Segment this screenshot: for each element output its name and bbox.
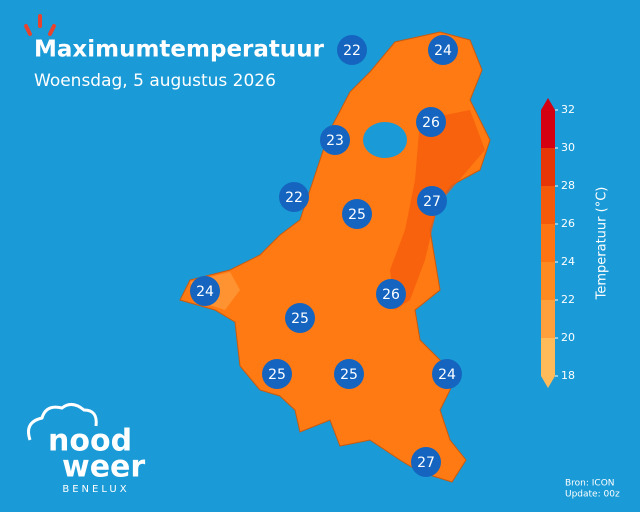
- marker-value: 24: [196, 284, 214, 300]
- marker: [432, 359, 462, 389]
- subtitle: Woensdag, 5 augustus 2026: [34, 71, 276, 91]
- marker: [342, 199, 372, 229]
- source-model: Bron: ICON: [565, 479, 615, 489]
- marker-value: 27: [417, 455, 435, 471]
- colorbar-segment: [541, 148, 555, 186]
- marker-value: 22: [343, 43, 361, 59]
- colorbar-tick-label: 22: [561, 293, 575, 306]
- marker: [279, 182, 309, 212]
- colorbar-segment: [541, 110, 555, 148]
- colorbar-tick-label: 32: [561, 103, 575, 116]
- marker-value: 23: [326, 133, 344, 149]
- markers: 22 24 26 23 22 25 27 24 26 25 25 25 24 27: [190, 35, 462, 477]
- marker: [334, 359, 364, 389]
- marker-value: 24: [434, 43, 452, 59]
- title: Maximumtemperatuur: [34, 37, 325, 63]
- marker-value: 26: [422, 115, 440, 131]
- colorbar-segment: [541, 338, 555, 376]
- logo-word1: nood: [48, 424, 132, 459]
- colorbar-label: Temperatuur (°C): [595, 187, 610, 301]
- colorbar-end-low: [541, 376, 555, 388]
- marker-value: 25: [348, 207, 366, 223]
- marker-value: 26: [382, 287, 400, 303]
- colorbar: 18 20 22 24 26 28 30 32: [541, 98, 575, 388]
- logo-cloud: [27, 403, 98, 441]
- colorbar-tick-label: 18: [561, 369, 575, 382]
- marker-value: 25: [291, 311, 309, 327]
- marker: [376, 279, 406, 309]
- marker: [190, 276, 220, 306]
- colorbar-segment: [541, 300, 555, 338]
- colorbar-end-high: [541, 98, 555, 110]
- marker-value: 25: [268, 367, 286, 383]
- title-icon: [24, 14, 56, 36]
- marker: [411, 447, 441, 477]
- marker-value: 25: [340, 367, 358, 383]
- marker: [428, 35, 458, 65]
- colorbar-segment: [541, 224, 555, 262]
- source-update: Update: 00z: [565, 490, 620, 500]
- colorbar-tick-label: 20: [561, 331, 575, 344]
- logo-word2: weer: [62, 450, 145, 485]
- logo: nood weer BENELUX: [27, 403, 145, 495]
- lake: [363, 122, 407, 158]
- colorbar-tick-label: 30: [561, 141, 575, 154]
- warm-region: [390, 110, 485, 310]
- marker-value: 24: [438, 367, 456, 383]
- colorbar-segment: [541, 262, 555, 300]
- marker-value: 27: [423, 194, 441, 210]
- marker: [285, 303, 315, 333]
- marker-value: 22: [285, 190, 303, 206]
- colorbar-tick-label: 24: [561, 255, 575, 268]
- marker: [416, 107, 446, 137]
- colorbar-tick-label: 26: [561, 217, 575, 230]
- marker: [262, 359, 292, 389]
- marker: [417, 186, 447, 216]
- marker: [320, 125, 350, 155]
- colorbar-segment: [541, 186, 555, 224]
- colorbar-tick-label: 28: [561, 179, 575, 192]
- land: [179, 31, 491, 483]
- logo-tagline: BENELUX: [62, 484, 129, 495]
- marker: [337, 35, 367, 65]
